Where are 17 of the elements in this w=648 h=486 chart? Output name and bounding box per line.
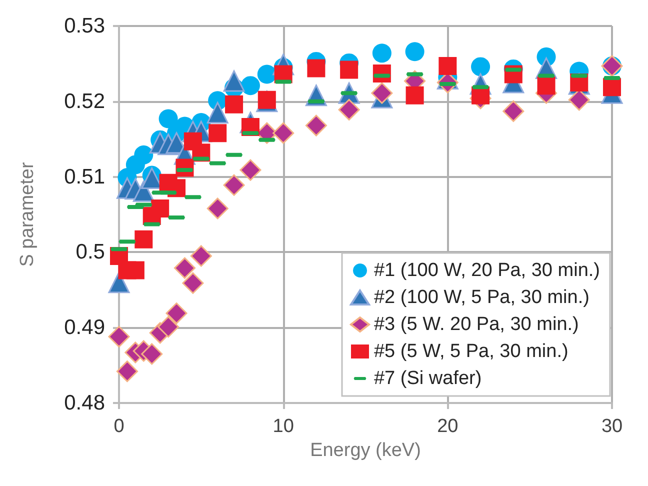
y-tick-label: 0.51 [64, 165, 105, 188]
legend-label: #3 (5 W. 20 Pa, 30 min.) [374, 314, 579, 335]
y-tick-label: 0.52 [64, 90, 105, 113]
x-tick-label: 0 [114, 416, 124, 437]
legend-label: #7 (Si wafer) [374, 368, 482, 389]
legend-label: #1 (100 W, 20 Pa, 30 min.) [374, 260, 600, 281]
x-tick-label: 10 [272, 416, 294, 437]
y-tick-label: 0.49 [64, 316, 105, 340]
y-tick-label: 0.48 [64, 392, 105, 414]
y-tick-label: 0.53 [64, 14, 105, 38]
y-axis-title: S parameter [17, 162, 38, 267]
x-tick-label: 30 [601, 416, 623, 437]
legend-label: #5 (5 W, 5 Pa, 30 min.) [374, 341, 568, 362]
x-axis-title: Energy (keV) [310, 440, 421, 461]
x-tick-label: 20 [437, 416, 458, 437]
y-tick-label: 0.5 [76, 240, 105, 264]
legend-label: #2 (100 W, 5 Pa, 30 min.) [374, 287, 590, 308]
